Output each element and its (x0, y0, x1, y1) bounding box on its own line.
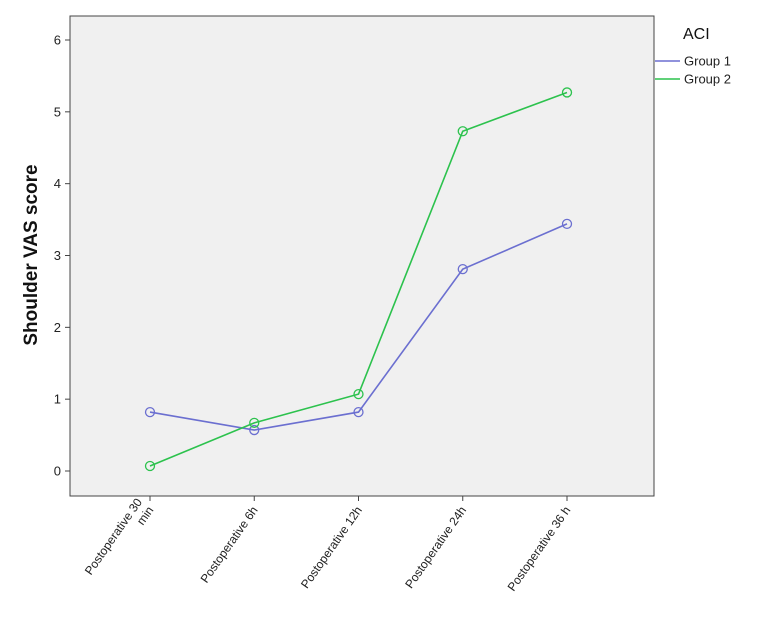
data-point-group-2 (249, 417, 260, 429)
legend-label: Group 2 (684, 72, 731, 87)
data-point-group-1 (249, 424, 260, 436)
series-line-group-1 (149, 223, 568, 431)
x-tick-label: Postoperative 6h (198, 504, 261, 586)
y-tick-label: 0 (54, 464, 61, 479)
x-axis: Postoperative 30min Postoperative 6h Posto… (82, 495, 574, 593)
data-point-group-1 (144, 406, 156, 418)
y-tick-label: 4 (54, 176, 61, 191)
y-tick-label: 3 (54, 248, 61, 263)
y-axis-title: Shoulder VAS score (21, 164, 42, 345)
data-point-group-1 (561, 218, 573, 230)
legend-label: Group 1 (684, 54, 731, 69)
y-tick-label: 1 (54, 392, 61, 407)
data-point-group-2 (144, 460, 156, 472)
x-tick-label: Postoperative 36 h (505, 504, 574, 594)
series-layer (144, 87, 573, 472)
series-line-group-2 (149, 91, 568, 467)
x-tick-label: Postoperative 30min (82, 495, 157, 585)
data-point-group-1 (353, 406, 364, 418)
legend-title: ACI (683, 26, 710, 43)
y-axis: 0 1 2 3 4 5 6 (54, 33, 70, 479)
data-point-group-2 (457, 126, 468, 137)
y-tick-label: 5 (54, 104, 61, 119)
x-tick-label: Postoperative 12h (298, 504, 365, 591)
data-point-group-2 (561, 87, 573, 98)
legend: ACI Group 1 Group 2 (655, 26, 731, 87)
data-point-group-1 (457, 263, 468, 275)
y-tick-label: 6 (54, 33, 61, 48)
y-tick-label: 2 (54, 320, 61, 335)
data-point-group-2 (353, 388, 364, 400)
x-tick-label: Postoperative 24h (402, 504, 469, 591)
